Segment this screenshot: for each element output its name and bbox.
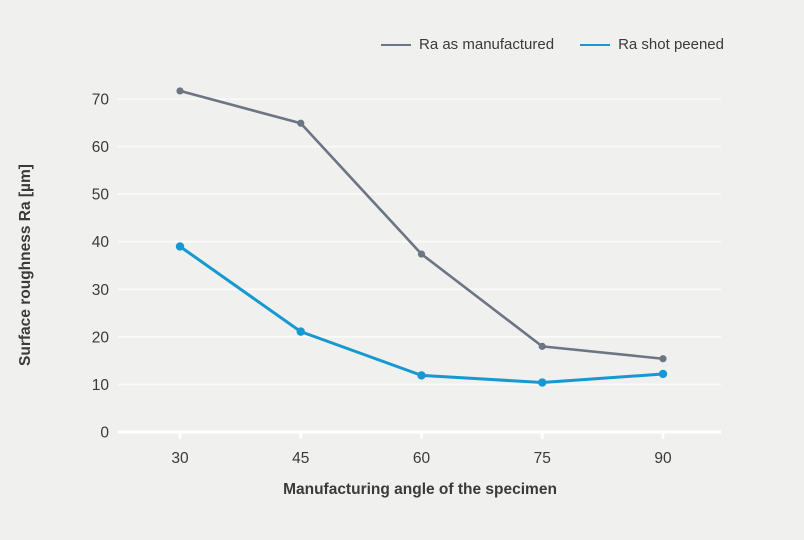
data-point-series1-x90 <box>658 369 668 379</box>
x-tick-label-75: 75 <box>534 450 551 467</box>
tick-labels: 0 10 20 30 40 50 60 70 30 45 60 75 90 <box>92 92 672 468</box>
data-point-series1-x45 <box>296 327 305 336</box>
y-tick-label-0: 0 <box>100 425 109 442</box>
data-point-series1-x75 <box>538 378 547 387</box>
y-tick-label-50: 50 <box>92 187 110 204</box>
data-point-series0-x30 <box>176 87 184 95</box>
legend-line-swatch-as-manufactured <box>381 43 411 46</box>
legend-item-as-manufactured: Ra as manufactured <box>381 37 554 52</box>
x-axis-line-and-ticks <box>118 430 721 439</box>
x-axis-title: Manufacturing angle of the specimen <box>283 481 557 498</box>
x-tick-label-45: 45 <box>292 450 309 467</box>
legend-label-as-manufactured: Ra as manufactured <box>419 36 555 53</box>
y-tick-label-20: 20 <box>92 329 110 346</box>
x-tick-label-90: 90 <box>654 450 672 467</box>
y-tick-label-10: 10 <box>92 377 110 394</box>
y-tick-label-30: 30 <box>92 282 110 299</box>
y-tick-label-40: 40 <box>92 234 110 251</box>
gridlines <box>118 98 721 386</box>
series-line-1 <box>179 245 664 385</box>
data-point-series1-x60 <box>417 371 426 380</box>
series-line-0 <box>179 89 664 361</box>
y-tick-label-70: 70 <box>92 92 110 109</box>
x-tick-label-30: 30 <box>171 450 189 467</box>
legend-item-shot-peened: Ra shot peened <box>580 37 724 52</box>
data-point-series0-x75 <box>538 342 546 350</box>
legend-label-shot-peened: Ra shot peened <box>618 36 724 53</box>
data-point-series1-x30 <box>175 242 185 251</box>
chart-legend: Ra as manufactured Ra shot peened <box>381 37 724 52</box>
x-tick-label-60: 60 <box>413 450 431 467</box>
data-point-series0-x45 <box>297 119 305 127</box>
data-point-series0-x60 <box>417 250 426 258</box>
data-series <box>175 87 668 387</box>
y-tick-label-60: 60 <box>92 139 110 156</box>
data-point-series0-x90 <box>659 355 667 363</box>
legend-line-swatch-shot-peened <box>580 43 611 46</box>
y-axis-title: Surface roughness Ra [µm] <box>17 164 34 366</box>
